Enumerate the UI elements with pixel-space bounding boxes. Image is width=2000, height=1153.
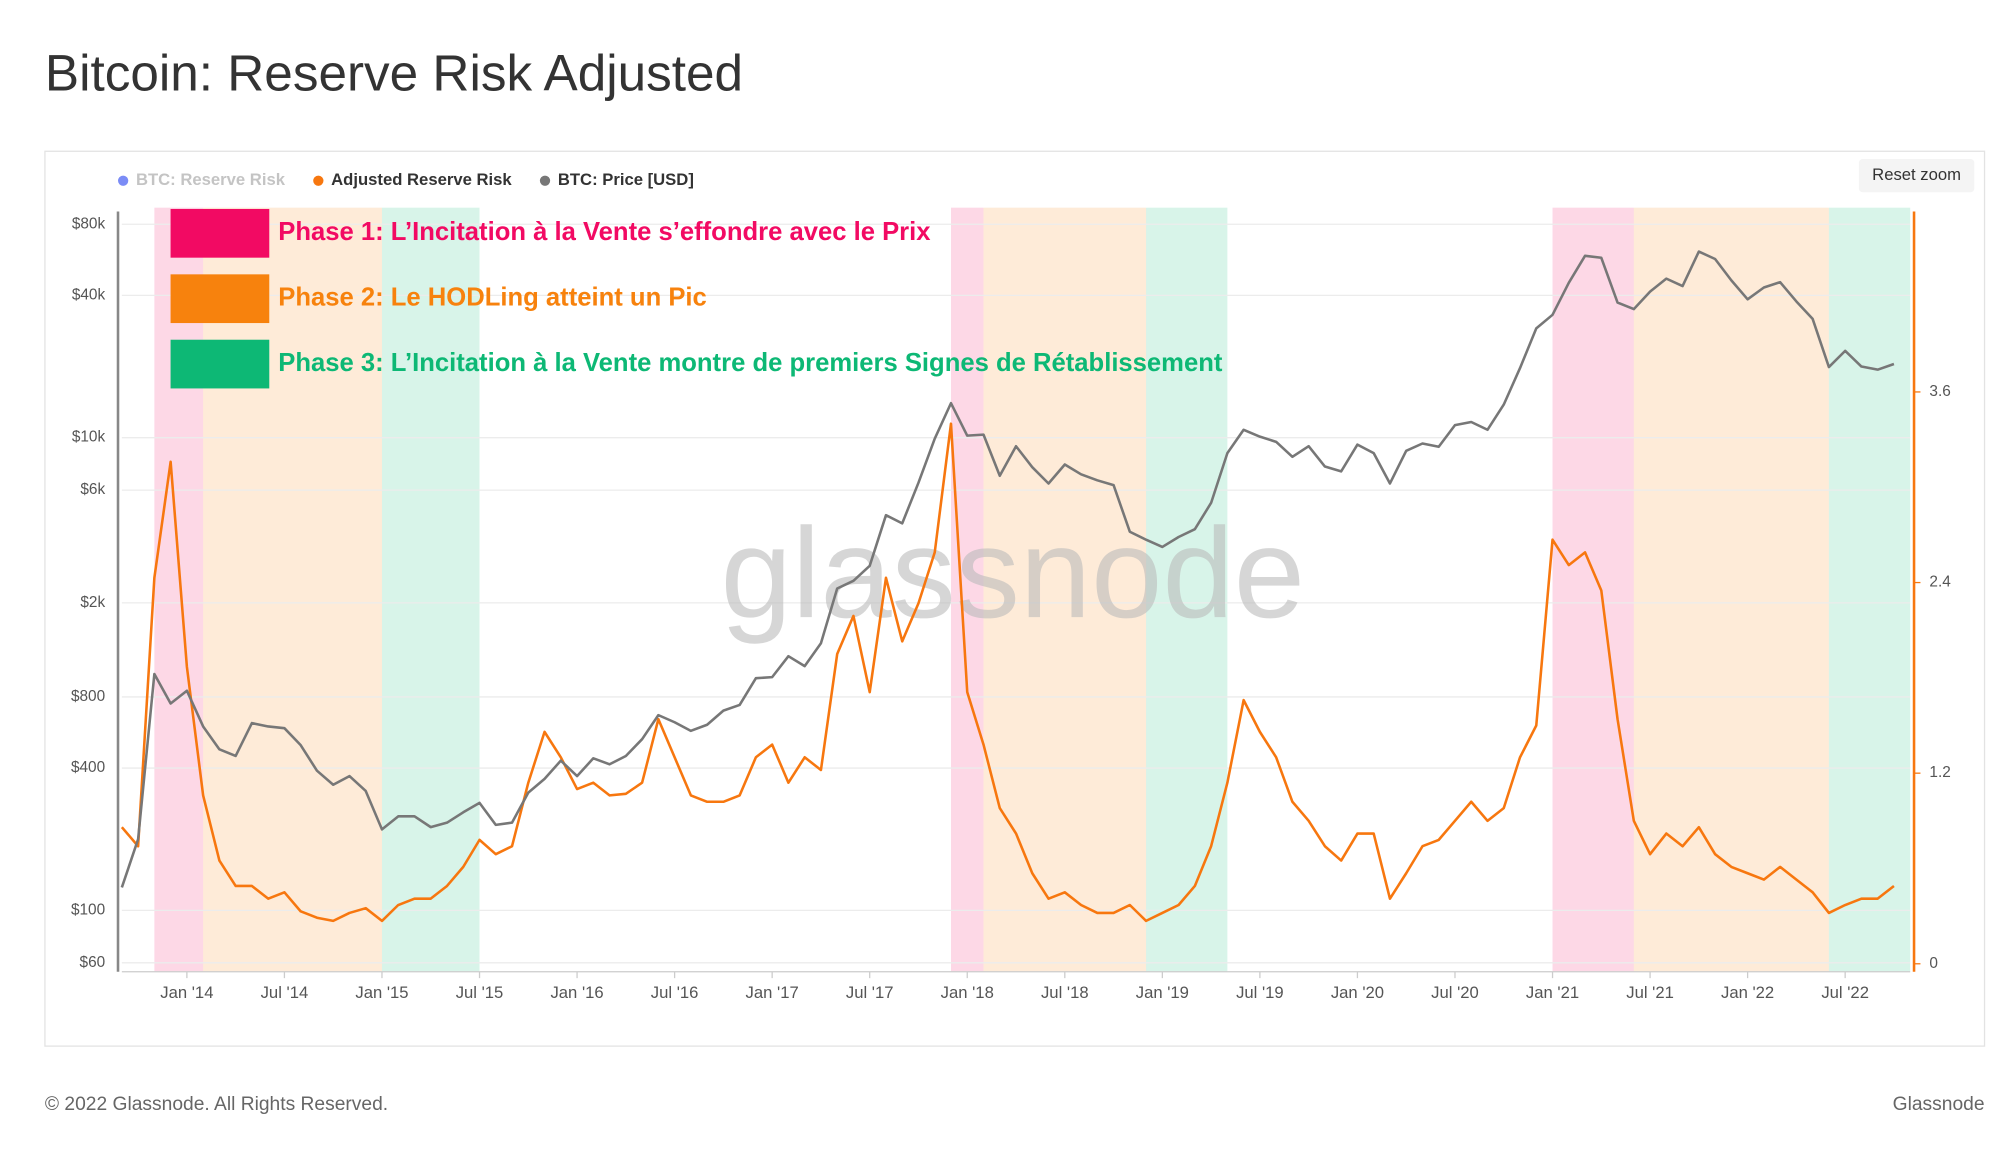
reset-zoom-bg[interactable] (1858, 158, 1975, 193)
y2-tick-label: 3.6 (1929, 383, 1950, 400)
series-line (120, 422, 1895, 923)
y-tick-label: $400 (71, 759, 105, 776)
legend-item[interactable]: Adjusted Reserve Risk (313, 170, 512, 189)
legend-label[interactable]: BTC: Reserve Risk (136, 170, 286, 189)
reset-zoom-label[interactable]: Reset zoom (1872, 165, 1961, 184)
x-tick-label: Jul '19 (1236, 983, 1284, 1002)
x-tick-label: Jul '18 (1041, 983, 1089, 1002)
y-tick-label: $10k (72, 429, 106, 446)
y2-tick-label: 2.4 (1929, 574, 1951, 591)
x-tick-label: Jan '22 (1721, 983, 1774, 1002)
x-tick-label: Jan '15 (355, 983, 408, 1002)
y2-tick-label: 0 (1929, 955, 1938, 972)
legend-item[interactable]: BTC: Reserve Risk (118, 170, 286, 189)
phase-region (203, 207, 382, 972)
legend-label[interactable]: BTC: Price [USD] (558, 170, 694, 189)
x-tick-label: Jan '17 (746, 983, 799, 1002)
legend-label[interactable]: Adjusted Reserve Risk (331, 170, 512, 189)
phase-region (1552, 207, 1634, 972)
phase-swatch (170, 339, 270, 389)
y-tick-label: $40k (72, 286, 106, 303)
y-tick-label: $60 (80, 954, 106, 971)
x-tick-label: Jan '14 (160, 983, 213, 1002)
phase-region (1146, 207, 1228, 972)
phase-region (1828, 207, 1911, 972)
legend-dot (539, 175, 551, 186)
footer-brand: Glassnode (1893, 1094, 1985, 1115)
x-tick-label: Jan '16 (550, 983, 603, 1002)
y-tick-label: $6k (80, 481, 105, 498)
x-tick-label: Jul '15 (456, 983, 504, 1002)
x-tick-label: Jan '19 (1136, 983, 1189, 1002)
x-tick-label: Jul '20 (1431, 983, 1479, 1002)
phase-label: Phase 3: L’Incitation à la Vente montre … (278, 349, 1223, 377)
y-tick-label: $2k (80, 594, 105, 611)
x-tick-label: Jul '16 (651, 983, 699, 1002)
watermark: glassnode (721, 502, 1305, 645)
phase-region (381, 207, 480, 972)
reset-zoom-button[interactable]: Reset zoom (1858, 158, 1975, 193)
x-tick-label: Jul '22 (1821, 983, 1869, 1002)
phase-region (1633, 207, 1829, 972)
phase-label: Phase 1: L’Incitation à la Vente s’effon… (278, 218, 931, 246)
page-title: Bitcoin: Reserve Risk Adjusted (45, 44, 743, 101)
phase-region (950, 207, 984, 972)
legend-dot (313, 175, 324, 186)
x-tick-label: Jul '14 (261, 983, 309, 1002)
series-line (120, 250, 1895, 888)
legend-dot (118, 175, 129, 186)
x-tick-label: Jan '21 (1526, 983, 1579, 1002)
y-tick-label: $100 (71, 901, 105, 918)
chart-panel (44, 150, 1986, 1047)
phase-region (154, 207, 204, 972)
phase-label: Phase 2: Le HODLing atteint un Pic (278, 283, 707, 311)
phase-swatch (170, 208, 270, 258)
phase-region (983, 207, 1147, 972)
legend-item[interactable]: BTC: Price [USD] (539, 170, 694, 189)
x-tick-label: Jul '17 (846, 983, 894, 1002)
y2-tick-label: 1.2 (1929, 764, 1950, 781)
footer-copyright: © 2022 Glassnode. All Rights Reserved. (45, 1094, 388, 1115)
y-tick-label: $800 (71, 688, 105, 705)
x-tick-label: Jul '21 (1626, 983, 1674, 1002)
y-tick-label: $80k (72, 215, 106, 232)
x-tick-label: Jan '18 (941, 983, 994, 1002)
x-tick-label: Jan '20 (1331, 983, 1384, 1002)
phase-swatch (170, 274, 270, 324)
